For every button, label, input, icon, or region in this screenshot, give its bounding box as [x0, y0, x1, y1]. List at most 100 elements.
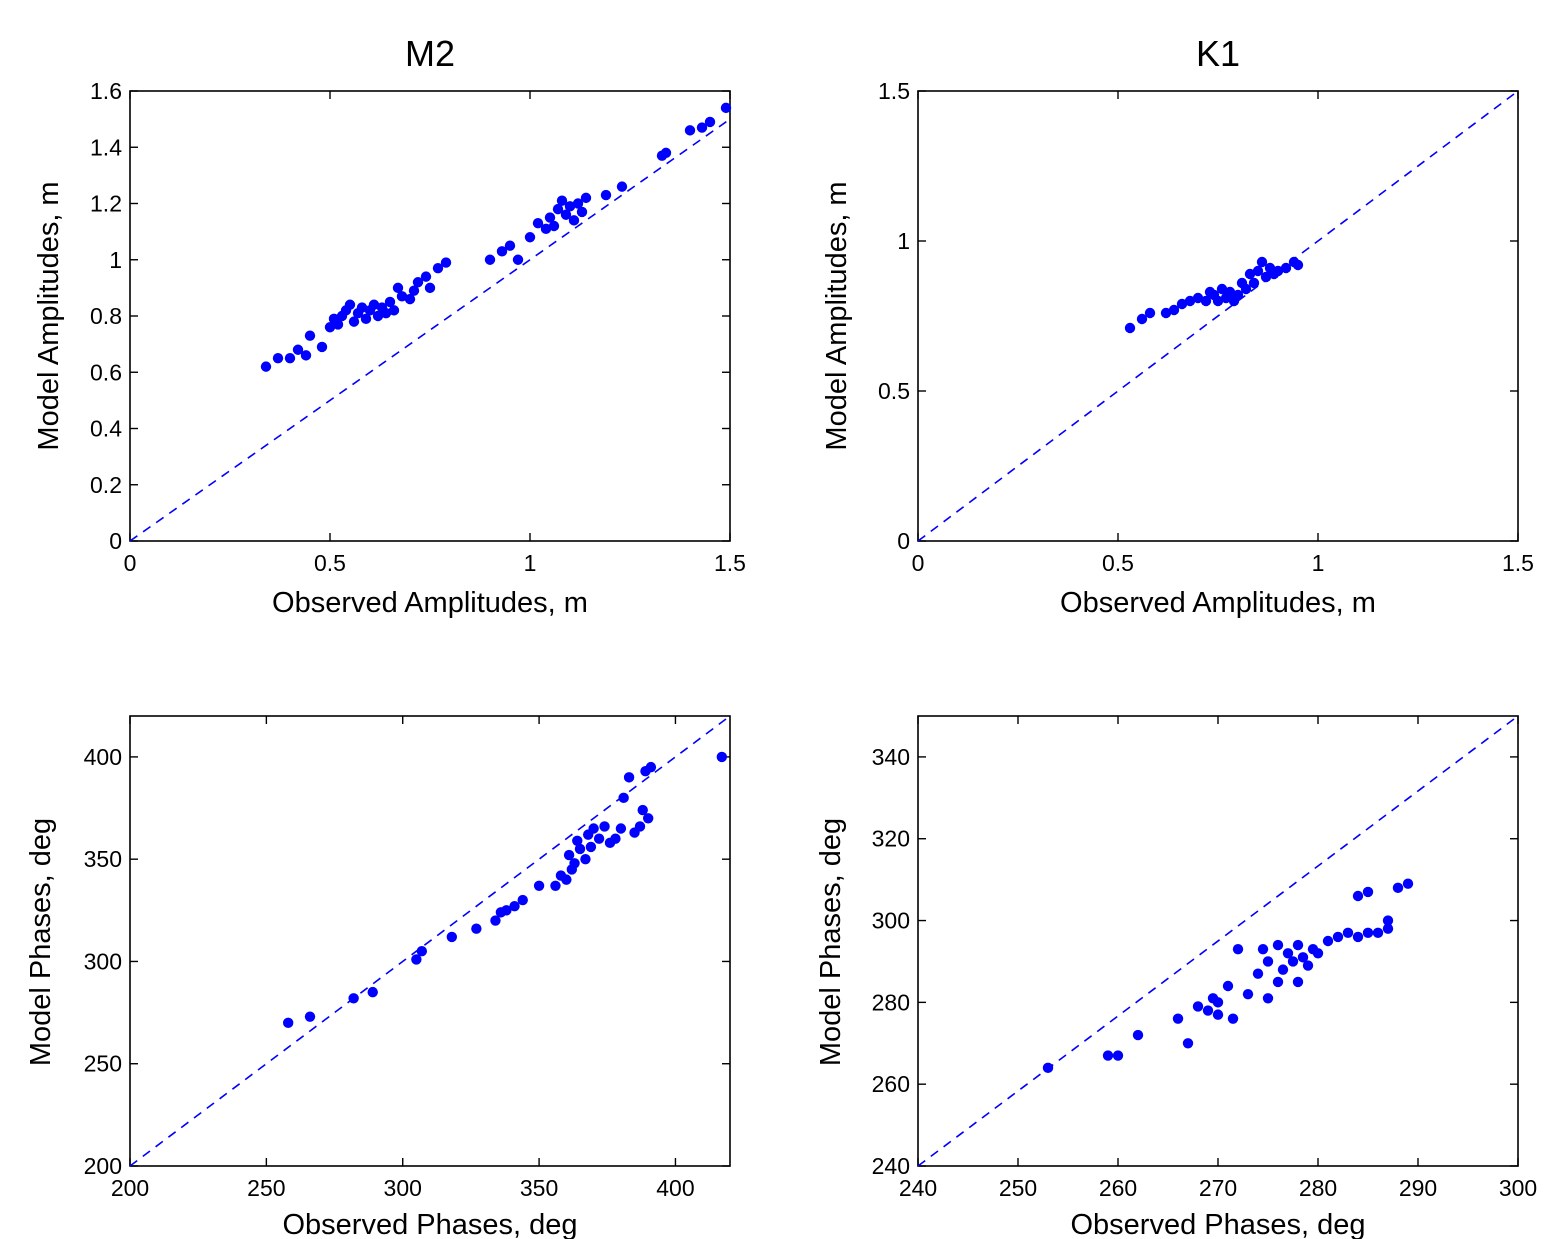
y-tick-label: 340 — [872, 744, 910, 770]
data-point — [580, 853, 591, 865]
data-point — [1212, 1009, 1224, 1020]
data-point — [292, 344, 304, 355]
data-point — [600, 189, 612, 201]
data-point — [550, 880, 561, 891]
y-tick-label: 0 — [897, 528, 910, 554]
data-point — [348, 316, 360, 327]
x-tick-label: 1.5 — [714, 550, 746, 576]
data-point — [316, 341, 328, 353]
data-point — [561, 874, 572, 885]
data-point — [564, 201, 576, 212]
data-point — [1042, 1062, 1054, 1074]
data-point — [1272, 265, 1284, 277]
y-tick-label: 0.4 — [90, 416, 122, 442]
data-point — [504, 240, 516, 251]
data-point — [1297, 952, 1309, 963]
data-point — [1244, 268, 1256, 280]
x-tick-label: 200 — [111, 1175, 149, 1201]
x-tick-label: 270 — [1199, 1175, 1237, 1201]
x-tick-label: 280 — [1299, 1175, 1337, 1201]
chart-panel-k1-phases: Observed Phases, deg Model Phases, deg 2… — [815, 715, 1537, 1239]
data-point — [645, 761, 657, 773]
data-point — [368, 299, 380, 310]
data-point — [1182, 1038, 1194, 1049]
data-point — [1192, 1001, 1204, 1012]
data-point — [1176, 298, 1188, 310]
data-point — [1352, 931, 1364, 943]
x-tick-label: 1 — [524, 550, 537, 576]
reference-line — [917, 715, 1519, 1167]
data-point — [411, 954, 422, 965]
data-point — [623, 772, 635, 783]
data-point — [384, 296, 396, 308]
data-point — [517, 894, 528, 906]
x-tick-label: 0 — [124, 550, 137, 576]
data-point — [348, 993, 359, 1004]
data-point — [1202, 1005, 1214, 1016]
data-point — [1222, 980, 1234, 992]
data-point — [1287, 956, 1299, 967]
y-tick-label: 0.6 — [90, 359, 122, 385]
y-tick-label: 1.4 — [90, 134, 122, 160]
data-point — [588, 823, 599, 834]
y-tick-label: 1 — [897, 228, 910, 254]
x-axis-label: Observed Phases, deg — [282, 1209, 577, 1239]
y-tick-label: 300 — [872, 908, 910, 934]
data-point — [548, 220, 560, 232]
chart-panel-m2-phases: Observed Phases, deg Model Phases, deg 2… — [25, 715, 731, 1239]
data-point — [615, 823, 627, 834]
x-axis-label: Observed Amplitudes, m — [1060, 587, 1376, 619]
y-tick-label: 1.5 — [878, 78, 910, 104]
y-tick-label: 300 — [84, 948, 122, 974]
y-tick-label: 350 — [84, 846, 122, 872]
y-tick-label: 320 — [872, 826, 910, 852]
data-point — [509, 901, 520, 912]
data-point — [563, 849, 575, 861]
data-point — [1232, 943, 1244, 955]
data-point — [1257, 943, 1269, 955]
y-axis-label: Model Amplitudes, m — [821, 181, 853, 450]
reference-line — [129, 715, 731, 1167]
data-point — [1280, 262, 1292, 274]
y-tick-label: 1 — [109, 247, 122, 273]
data-point — [1212, 295, 1224, 307]
y-tick-label: 0.8 — [90, 303, 122, 329]
data-point — [1372, 927, 1384, 939]
data-point — [1342, 927, 1354, 939]
data-point — [1392, 882, 1404, 894]
data-point — [300, 350, 312, 361]
y-axis-label: Model Phases, deg — [25, 818, 57, 1066]
plot-frame — [129, 715, 731, 1167]
x-tick-label: 400 — [656, 1175, 694, 1201]
data-point — [416, 946, 428, 957]
data-point — [1172, 1013, 1184, 1024]
x-tick-label: 0.5 — [1102, 550, 1134, 576]
data-point — [1292, 259, 1304, 271]
data-point — [576, 206, 588, 218]
data-point — [1227, 1013, 1239, 1024]
data-point — [304, 330, 316, 341]
chart-panel-k1-amplitudes: K1 Observed Amplitudes, m Model Amplitud… — [821, 33, 1534, 619]
data-point — [1362, 886, 1374, 898]
data-point — [284, 352, 296, 364]
x-tick-label: 250 — [247, 1175, 285, 1201]
data-point — [1402, 878, 1414, 889]
x-tick-label: 240 — [899, 1175, 937, 1201]
data-point — [1124, 322, 1136, 334]
data-point — [424, 282, 436, 294]
data-point — [1322, 935, 1334, 947]
data-point — [344, 299, 356, 310]
data-point — [637, 804, 648, 816]
data-point — [1242, 988, 1254, 1000]
data-point — [642, 813, 654, 824]
data-point — [496, 246, 508, 257]
data-point — [260, 361, 272, 372]
data-point — [1272, 976, 1284, 988]
data-point — [1302, 960, 1314, 971]
data-point — [696, 122, 708, 133]
y-tick-label: 1.6 — [90, 78, 122, 104]
data-point — [1312, 948, 1324, 959]
y-tick-label: 240 — [872, 1153, 910, 1179]
data-point — [1362, 927, 1374, 939]
data-point — [1200, 295, 1212, 307]
